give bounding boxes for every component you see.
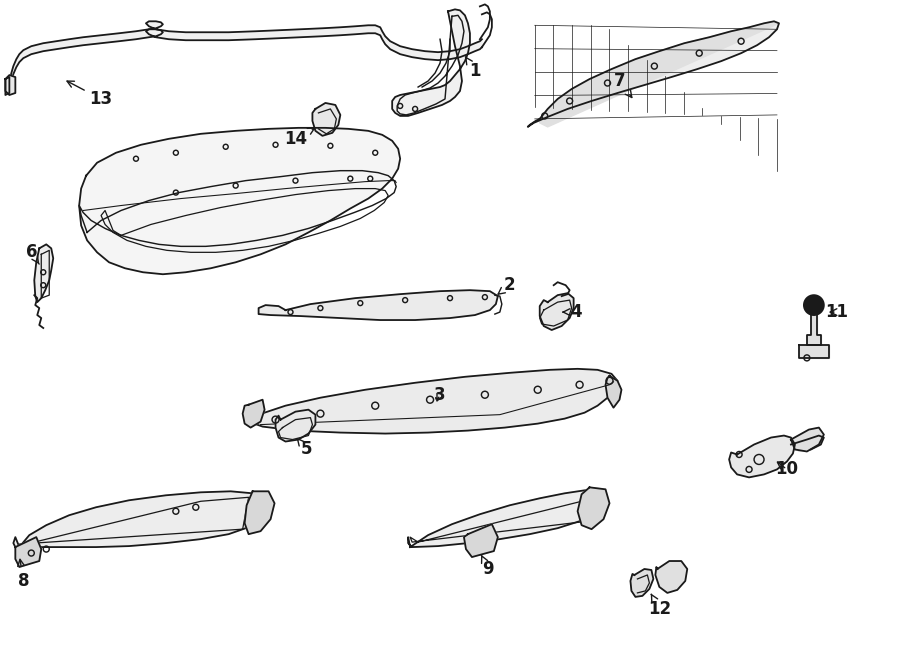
Text: 12: 12 [648, 594, 670, 618]
Polygon shape [9, 21, 482, 89]
Polygon shape [245, 369, 617, 434]
Polygon shape [807, 315, 821, 345]
Polygon shape [14, 491, 268, 547]
Polygon shape [791, 436, 824, 451]
Polygon shape [243, 400, 265, 428]
Polygon shape [79, 128, 400, 274]
Polygon shape [392, 9, 470, 116]
Polygon shape [275, 410, 315, 442]
Polygon shape [606, 376, 622, 408]
Text: 5: 5 [297, 439, 312, 459]
Polygon shape [408, 490, 605, 547]
Polygon shape [630, 569, 653, 597]
Text: 4: 4 [563, 303, 581, 321]
Polygon shape [464, 524, 498, 557]
Text: 14: 14 [284, 128, 315, 148]
Circle shape [804, 295, 824, 315]
Polygon shape [729, 436, 795, 477]
Polygon shape [15, 537, 41, 567]
Text: 1: 1 [465, 57, 481, 80]
Text: 11: 11 [825, 303, 849, 321]
Polygon shape [540, 293, 573, 330]
Polygon shape [34, 245, 53, 302]
Text: 9: 9 [482, 555, 494, 578]
Text: 3: 3 [434, 386, 446, 404]
Polygon shape [578, 487, 609, 529]
Polygon shape [540, 21, 779, 127]
Polygon shape [799, 345, 829, 358]
Text: 6: 6 [25, 243, 40, 264]
Polygon shape [791, 428, 824, 451]
Text: 7: 7 [614, 72, 632, 98]
Polygon shape [655, 561, 688, 593]
Polygon shape [258, 290, 498, 320]
Text: 13: 13 [67, 81, 112, 108]
Text: 10: 10 [776, 461, 798, 479]
Polygon shape [5, 75, 15, 95]
Polygon shape [245, 491, 274, 534]
Polygon shape [527, 21, 779, 127]
Text: 2: 2 [498, 276, 516, 294]
Text: 8: 8 [18, 559, 29, 590]
Polygon shape [312, 103, 340, 136]
